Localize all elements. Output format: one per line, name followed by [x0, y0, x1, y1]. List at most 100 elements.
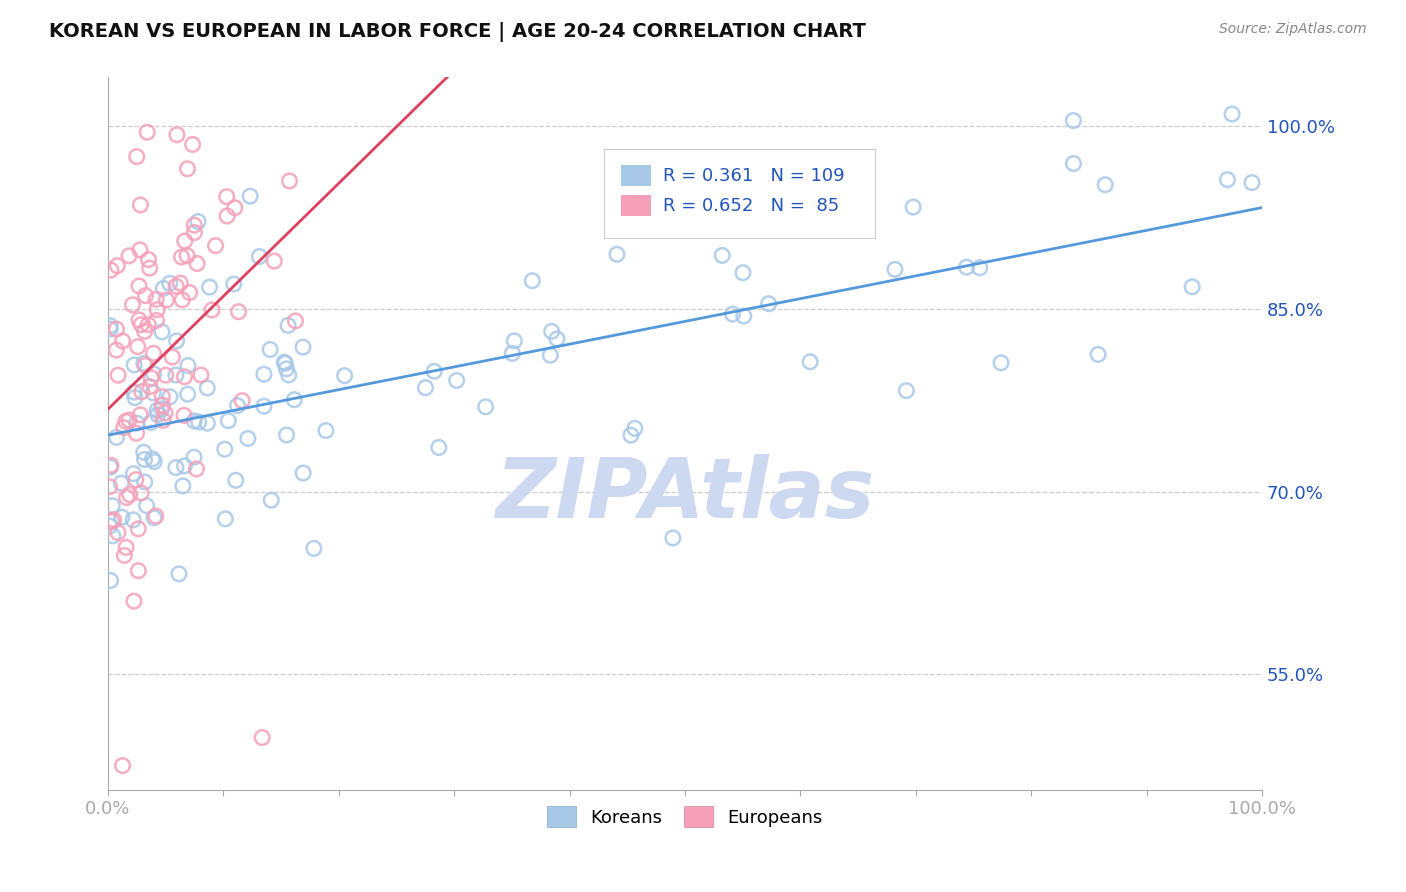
Point [474, 400, 496, 414]
Point [112, 549, 135, 563]
Point [250, 731, 273, 745]
Point [128, 313, 150, 327]
Point [165, 279, 187, 293]
Point [115, 414, 138, 428]
Point [217, 209, 239, 223]
Point [134, 324, 156, 338]
Point [145, 313, 167, 327]
Point [1062, 113, 1084, 128]
Text: R = 0.361   N = 109: R = 0.361 N = 109 [664, 167, 845, 185]
Point [503, 334, 526, 348]
Point [263, 254, 285, 268]
Point [187, 415, 209, 429]
Point [1181, 280, 1204, 294]
Point [181, 137, 204, 152]
Point [143, 455, 166, 469]
Point [150, 325, 173, 339]
Point [125, 426, 148, 441]
Point [153, 406, 176, 420]
Point [146, 403, 169, 417]
Point [138, 261, 160, 276]
Point [115, 541, 138, 555]
Point [253, 368, 276, 382]
Point [799, 355, 821, 369]
Point [187, 214, 209, 228]
FancyBboxPatch shape [605, 149, 876, 238]
Point [139, 371, 162, 385]
Point [711, 248, 734, 262]
Point [150, 390, 173, 404]
Point [540, 324, 562, 338]
Point [522, 274, 544, 288]
Point [276, 361, 298, 376]
Point [118, 413, 141, 427]
Point [100, 574, 122, 588]
Point [546, 332, 568, 346]
Point [274, 356, 297, 370]
Point [101, 515, 124, 529]
Point [134, 452, 156, 467]
Point [125, 416, 148, 430]
Point [142, 346, 165, 360]
Point [98, 480, 121, 494]
Point [215, 189, 238, 203]
Point [292, 466, 315, 480]
Point [624, 421, 647, 435]
Point [423, 364, 446, 378]
Point [731, 266, 754, 280]
Point [134, 359, 156, 373]
Point [896, 384, 918, 398]
Point [105, 430, 128, 444]
Point [145, 509, 167, 524]
Point [129, 198, 152, 212]
Point [128, 279, 150, 293]
Point [118, 488, 141, 502]
Point [100, 263, 122, 277]
Point [283, 392, 305, 407]
Point [333, 368, 356, 383]
Point [159, 277, 181, 291]
Point [166, 128, 188, 142]
Point [214, 512, 236, 526]
Point [620, 428, 643, 442]
Point [127, 340, 149, 354]
Point [239, 189, 262, 203]
Point [228, 304, 250, 318]
Point [183, 226, 205, 240]
Point [173, 369, 195, 384]
Point [662, 531, 685, 545]
Point [183, 218, 205, 232]
Point [111, 334, 134, 348]
Point [129, 408, 152, 422]
Point [276, 428, 298, 442]
Point [101, 499, 124, 513]
Point [195, 381, 218, 395]
Point [131, 384, 153, 399]
Point [101, 529, 124, 543]
Point [136, 318, 159, 332]
Point [190, 368, 212, 382]
Point [277, 368, 299, 382]
Point [176, 249, 198, 263]
Point [446, 373, 468, 387]
Point [733, 309, 755, 323]
Point [107, 525, 129, 540]
Point [253, 399, 276, 413]
Point [152, 281, 174, 295]
Point [226, 399, 249, 413]
Point [176, 161, 198, 176]
Point [100, 458, 122, 473]
Point [103, 513, 125, 527]
Point [166, 334, 188, 348]
Point [758, 296, 780, 310]
Point [901, 200, 924, 214]
Point [118, 249, 141, 263]
Point [259, 343, 281, 357]
Point [122, 358, 145, 372]
Point [146, 408, 169, 422]
Point [173, 234, 195, 248]
Point [217, 414, 239, 428]
Point [159, 390, 181, 404]
Point [127, 564, 149, 578]
Point [155, 368, 177, 383]
